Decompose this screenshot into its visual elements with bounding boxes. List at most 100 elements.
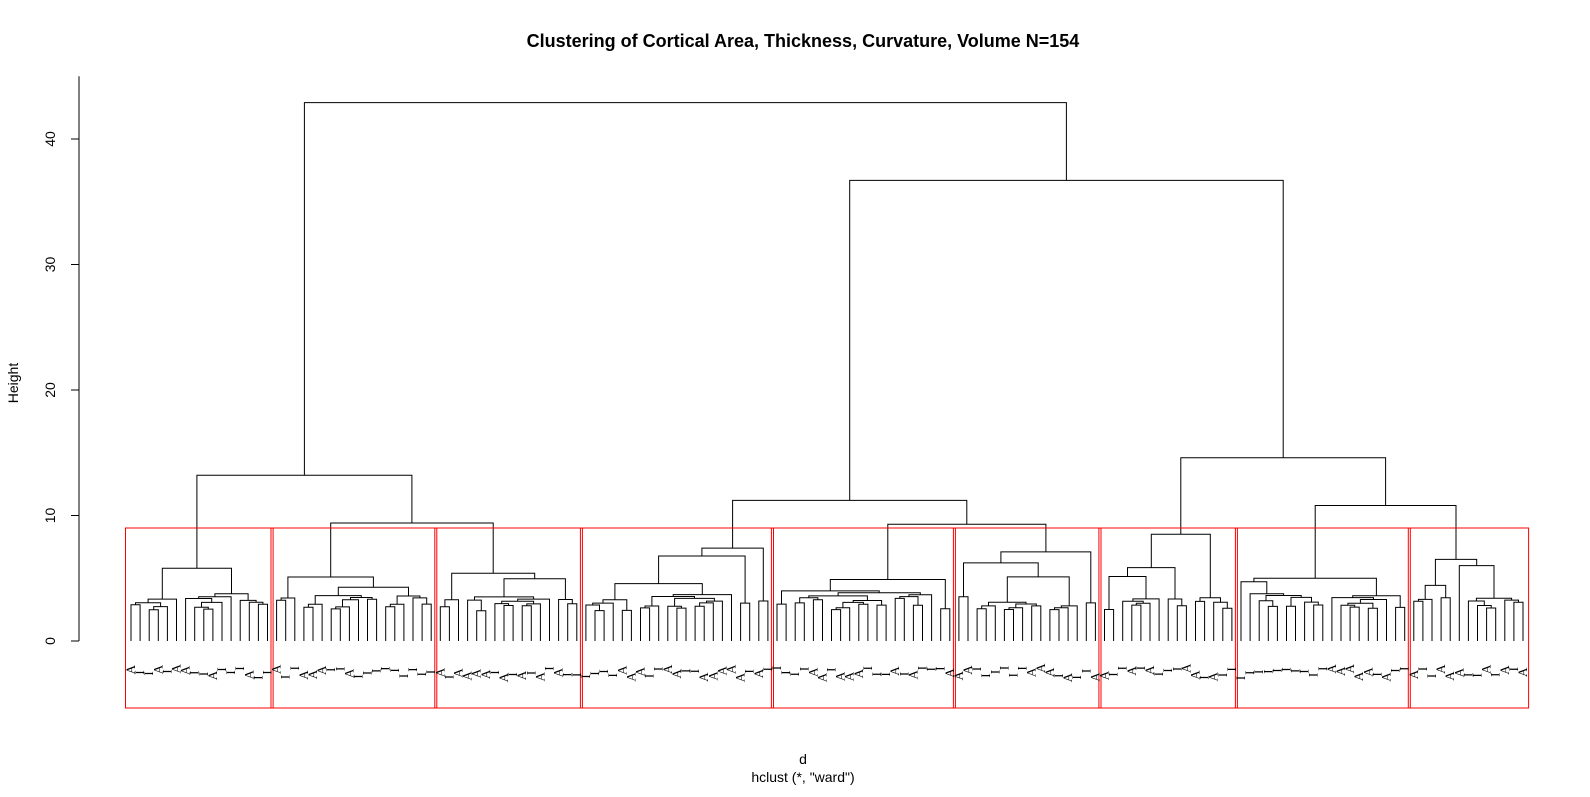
leaf-label: A bbox=[1024, 667, 1039, 677]
merge-link bbox=[1060, 605, 1078, 641]
merge-link bbox=[526, 603, 541, 641]
merge-link bbox=[1286, 605, 1296, 641]
leaf-label: A bbox=[660, 664, 675, 674]
merge-link bbox=[1006, 576, 1070, 606]
leaf-label: I bbox=[159, 669, 174, 673]
merge-link bbox=[794, 602, 805, 641]
leaf-label: I bbox=[260, 670, 275, 674]
merge-link bbox=[1240, 581, 1268, 641]
leaf-label: A bbox=[1406, 669, 1421, 679]
merge-link bbox=[185, 598, 213, 641]
merge-link bbox=[1222, 607, 1233, 641]
merge-link bbox=[148, 609, 159, 641]
leaf-label: A bbox=[951, 670, 966, 680]
leaf-label: A bbox=[942, 668, 957, 678]
leaf-label: A bbox=[1333, 666, 1348, 676]
dendrogram-tree bbox=[130, 102, 1524, 641]
merge-link bbox=[1176, 605, 1187, 641]
merge-link bbox=[740, 602, 751, 641]
leaf-label: I bbox=[996, 666, 1011, 670]
leaf-label: I bbox=[414, 672, 429, 676]
leaf-label: I bbox=[287, 666, 302, 670]
merge-link bbox=[147, 598, 177, 641]
merge-link bbox=[1195, 600, 1206, 641]
leaf-label: A bbox=[614, 665, 629, 675]
merge-link bbox=[1150, 533, 1211, 598]
leaf-label: I bbox=[1215, 673, 1230, 677]
leaf-label: I bbox=[1051, 674, 1066, 678]
leaf-label: A bbox=[905, 669, 920, 679]
leaf-label: I bbox=[687, 669, 702, 673]
leaf-label: A bbox=[1451, 667, 1466, 677]
merge-link bbox=[842, 601, 864, 608]
leaf-label: A bbox=[696, 672, 711, 682]
cluster-rect bbox=[1098, 527, 1238, 709]
leaf-label: I bbox=[132, 670, 147, 674]
merge-link bbox=[981, 605, 996, 641]
merge-link bbox=[831, 609, 842, 641]
leaf-label: A bbox=[1087, 672, 1102, 682]
merge-link bbox=[342, 599, 359, 641]
leaf-label: I bbox=[323, 668, 338, 672]
merge-link bbox=[1413, 600, 1424, 641]
leaf-labels: AIIAIAAIIAIIIAIIAIIAAAIIAIIIIIIIIIAIAAAA… bbox=[123, 663, 1530, 683]
merge-link bbox=[1467, 600, 1485, 641]
leaf-label: A bbox=[842, 671, 857, 681]
merge-link bbox=[1180, 457, 1387, 535]
leaf-label: I bbox=[787, 672, 802, 676]
leaf-label: I bbox=[796, 667, 811, 671]
leaf-label: A bbox=[805, 667, 820, 677]
merge-link bbox=[1486, 607, 1497, 641]
merge-link bbox=[1314, 505, 1457, 579]
x-axis-sublabel: hclust (*, "ward") bbox=[751, 769, 854, 785]
chart-title: Clustering of Cortical Area, Thickness, … bbox=[527, 31, 1080, 51]
leaf-label: I bbox=[924, 667, 939, 671]
leaf-label: I bbox=[651, 667, 666, 671]
merge-link bbox=[908, 594, 933, 641]
leaf-label: I bbox=[1297, 669, 1312, 673]
merge-link bbox=[303, 102, 1067, 476]
leaf-label: I bbox=[605, 673, 620, 677]
leaf-label: I bbox=[869, 672, 884, 676]
leaf-label: I bbox=[1306, 673, 1321, 677]
merge-link bbox=[1003, 609, 1014, 641]
leaf-label: I bbox=[1251, 670, 1266, 674]
merge-link bbox=[1049, 609, 1060, 641]
merge-link bbox=[494, 603, 510, 641]
merge-link bbox=[1127, 567, 1176, 599]
leaf-label: A bbox=[1097, 670, 1112, 680]
leaf-label: I bbox=[569, 673, 584, 677]
merge-link bbox=[558, 599, 573, 641]
leaf-label: A bbox=[1033, 663, 1048, 673]
leaf-label: I bbox=[1470, 673, 1485, 677]
merge-link bbox=[1085, 602, 1096, 641]
merge-link bbox=[1477, 605, 1492, 641]
leaf-label: I bbox=[1078, 669, 1093, 673]
merge-link bbox=[201, 601, 223, 641]
leaf-label: A bbox=[751, 668, 766, 678]
merge-link bbox=[280, 597, 296, 641]
leaf-label: A bbox=[623, 672, 638, 682]
cluster-rectangles bbox=[125, 527, 1530, 709]
x-axis-label: d bbox=[799, 751, 807, 767]
leaf-label: A bbox=[815, 672, 830, 682]
leaf-label: I bbox=[1279, 667, 1294, 671]
merge-link bbox=[1304, 601, 1319, 641]
merge-link bbox=[1031, 605, 1042, 641]
merge-link bbox=[592, 602, 614, 641]
merge-link bbox=[958, 596, 969, 641]
leaf-label: I bbox=[196, 672, 211, 676]
leaf-label: I bbox=[250, 675, 265, 679]
leaf-label: I bbox=[1488, 673, 1503, 677]
leaf-label: A bbox=[1324, 664, 1339, 674]
merge-link bbox=[1253, 577, 1377, 596]
merge-link bbox=[476, 610, 487, 641]
leaf-label: A bbox=[514, 670, 529, 680]
leaf-label: I bbox=[1133, 666, 1148, 670]
merge-link bbox=[389, 603, 405, 641]
leaf-label: A bbox=[1479, 664, 1494, 674]
leaf-label: I bbox=[1369, 672, 1384, 676]
merge-link bbox=[676, 607, 687, 641]
merge-link bbox=[1331, 597, 1374, 641]
merge-link bbox=[1267, 605, 1278, 641]
